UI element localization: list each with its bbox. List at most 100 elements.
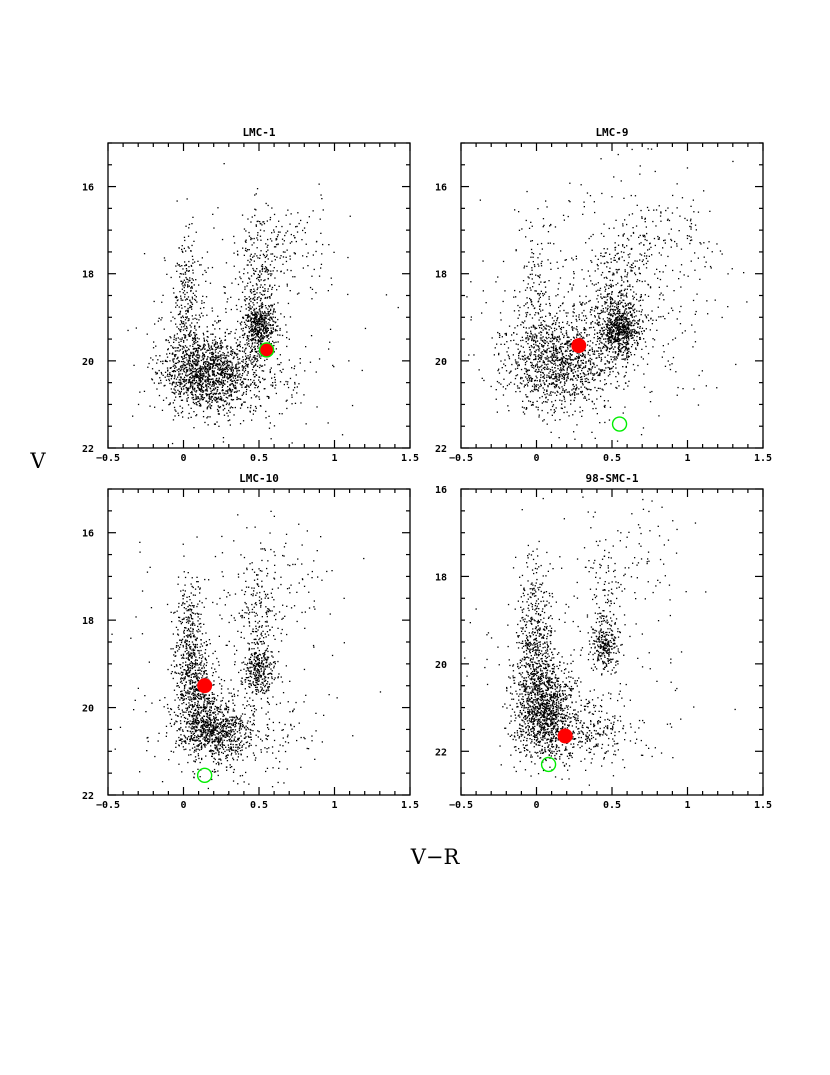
data-point	[220, 357, 222, 359]
data-point	[632, 232, 635, 234]
data-point	[543, 350, 546, 352]
data-point	[190, 416, 192, 418]
data-point	[624, 270, 626, 273]
data-point	[270, 308, 272, 310]
data-point	[572, 350, 574, 352]
data-point	[240, 324, 242, 326]
data-point	[211, 378, 213, 380]
data-point	[198, 338, 200, 340]
data-point	[237, 368, 239, 370]
data-point	[257, 287, 259, 289]
data-point	[219, 328, 221, 330]
data-point	[214, 339, 216, 341]
data-point	[544, 368, 546, 371]
data-point	[183, 290, 186, 292]
data-point	[253, 383, 255, 385]
data-point	[637, 343, 639, 345]
data-point	[224, 292, 226, 294]
data-point	[586, 335, 588, 337]
data-point	[361, 369, 363, 372]
data-point	[581, 362, 583, 364]
data-point	[623, 251, 625, 254]
data-point	[192, 269, 194, 271]
data-point	[195, 395, 197, 397]
data-point	[686, 235, 689, 237]
data-point	[252, 298, 254, 300]
data-point	[269, 369, 271, 371]
data-point	[526, 407, 528, 410]
data-point	[188, 354, 190, 357]
data-point	[493, 354, 495, 356]
data-point	[569, 362, 571, 364]
data-point	[231, 399, 233, 401]
data-point	[248, 386, 250, 388]
data-point	[541, 337, 543, 339]
data-point	[218, 320, 220, 322]
data-point	[199, 399, 201, 401]
data-point	[560, 358, 562, 361]
data-point	[188, 349, 190, 351]
data-point	[263, 327, 266, 329]
data-point	[272, 340, 274, 342]
data-point	[548, 347, 550, 349]
data-point	[614, 259, 616, 261]
data-point	[171, 370, 174, 372]
data-point	[235, 374, 237, 376]
data-point	[594, 386, 596, 389]
data-point	[559, 359, 561, 361]
data-point	[556, 318, 558, 320]
data-point	[592, 408, 594, 410]
data-point	[156, 388, 158, 390]
data-point	[503, 363, 505, 365]
data-point	[173, 364, 175, 366]
data-point	[625, 344, 627, 346]
data-point	[215, 346, 217, 349]
data-point	[237, 283, 240, 286]
data-point	[191, 322, 193, 324]
data-point	[545, 324, 547, 326]
data-point	[672, 194, 674, 197]
data-point	[173, 341, 175, 343]
data-point	[206, 359, 208, 361]
data-point	[209, 381, 211, 384]
data-point	[195, 415, 197, 417]
data-point	[608, 337, 610, 339]
data-point	[588, 398, 590, 400]
data-point	[217, 347, 219, 349]
data-point	[234, 278, 237, 280]
data-point	[188, 378, 190, 381]
data-point	[213, 384, 215, 386]
data-point	[618, 313, 620, 315]
data-point	[188, 285, 190, 287]
data-point	[185, 353, 188, 355]
data-point	[244, 367, 247, 370]
data-point	[637, 320, 639, 322]
data-point	[567, 355, 570, 357]
data-point	[239, 376, 241, 378]
data-point	[328, 348, 330, 350]
data-point	[197, 371, 200, 373]
data-point	[617, 269, 619, 271]
data-point	[544, 342, 546, 344]
data-point	[185, 225, 187, 227]
data-point	[315, 292, 317, 294]
data-point	[617, 282, 619, 284]
data-point	[211, 356, 213, 358]
data-point	[629, 330, 631, 332]
data-point	[211, 373, 214, 375]
data-point	[173, 292, 175, 294]
data-point	[615, 317, 617, 319]
data-point	[589, 362, 592, 364]
data-point	[290, 269, 292, 272]
data-point	[347, 256, 349, 259]
data-point	[260, 340, 262, 342]
data-point	[302, 267, 304, 269]
data-point	[264, 261, 266, 263]
data-point	[203, 302, 205, 304]
data-point	[227, 374, 229, 376]
data-point	[189, 360, 191, 362]
data-point	[260, 222, 262, 225]
data-point	[205, 361, 207, 363]
data-point	[633, 328, 635, 331]
data-point	[559, 338, 561, 340]
